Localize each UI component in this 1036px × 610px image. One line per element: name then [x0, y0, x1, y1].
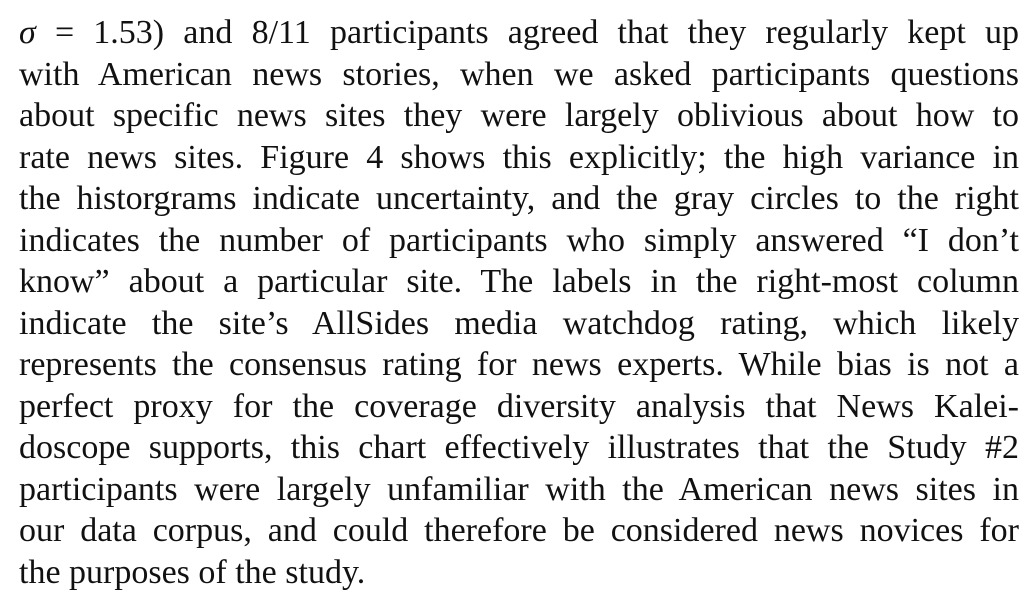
paragraph-line: our data corpus, and could therefore be … [19, 512, 1019, 549]
paragraph-line: with American news stories, when we aske… [19, 55, 1019, 93]
paragraph-line: the historgrams indicate uncertainty, an… [19, 180, 1019, 217]
paragraph-line: σ = 1.53) and 8/11 participants agreed t… [19, 12, 1019, 54]
line-text: = 1.53) and 8/11 participants agreed tha… [35, 14, 1019, 51]
sigma-symbol: σ [19, 14, 36, 51]
body-paragraph: σ = 1.53) and 8/11 participants agreed t… [19, 12, 1019, 593]
paragraph-line: indicates the number of participants who… [19, 221, 1019, 259]
paragraph-line: perfect proxy for the coverage diversity… [19, 387, 1019, 425]
paragraph-line: rate news sites. Figure 4 shows this exp… [19, 138, 1019, 176]
paragraph-line: doscope supports, this chart effectively… [19, 429, 1019, 466]
paragraph-line: the purposes of the study. [19, 553, 366, 591]
paragraph-line: represents the consensus rating for news… [19, 346, 1019, 383]
paragraph-line: indicate the site’s AllSides media watch… [19, 304, 1019, 342]
paragraph-line: participants were largely unfamiliar wit… [19, 470, 1019, 508]
paragraph-line: know” about a particular site. The label… [19, 263, 1019, 300]
paragraph-line: about specific news sites they were larg… [19, 97, 1019, 134]
